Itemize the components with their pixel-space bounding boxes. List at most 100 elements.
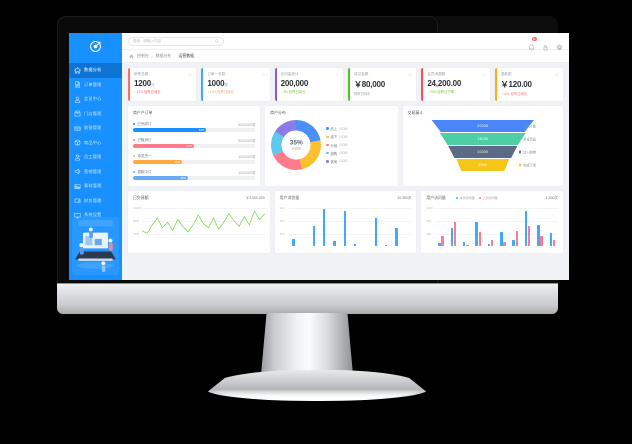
bell-icon	[528, 43, 535, 50]
cash-icon	[74, 126, 81, 131]
bar-1-1	[453, 222, 457, 246]
legend-label: 本周访问量	[459, 196, 475, 200]
bar-0-8	[537, 225, 540, 246]
dashboard-app: 数据分析订单管理 会员中心门店管理收银管理 商品中心 员工管理 营销管理 素材管理 财务管理…	[69, 33, 569, 280]
sidebar-item-0[interactable]: 数据分析	[69, 63, 122, 78]
stat-subtext: 较昨日持平	[353, 92, 371, 96]
gridline	[288, 221, 412, 222]
panel-row: 商户户订单 已完成订 600/1000笔 60% 已取消订 500/1000笔 50% 待发…	[128, 106, 563, 186]
stat-card-3[interactable]: 成交金额 ￥80,000 较昨日持平	[347, 68, 417, 101]
bar-0-3	[323, 208, 326, 246]
donut-legend-item-2[interactable]: 分销 10000	[326, 143, 348, 148]
y-tick-label: 800	[426, 219, 432, 223]
bar-1-4	[490, 239, 494, 246]
gridline	[435, 208, 559, 209]
chart-legend-item-1[interactable]: 上周访问量	[478, 196, 498, 200]
sidebar-item-9[interactable]: 财务管理	[69, 194, 122, 209]
sidebar-item-label: 数据分析	[84, 67, 102, 73]
chart-annotation: ￥3,900,000	[245, 195, 265, 200]
sidebar-item-6[interactable]: 员工管理	[69, 150, 122, 165]
funnel-stage-3[interactable]: 5000	[456, 159, 510, 171]
legend-value: 10000	[339, 151, 348, 156]
donut-chart[interactable]: 35% 完成率	[270, 119, 322, 171]
stat-top: 成交金额	[354, 72, 412, 77]
progress-value: 400/1000笔	[238, 170, 256, 175]
stat-card-0[interactable]: 销售总额 1200元 ↑ 13% 较昨日增长	[128, 68, 197, 101]
sidebar-item-7[interactable]: 营销管理	[69, 165, 122, 180]
donut-legend-item-0[interactable]: 线上 10000	[326, 126, 348, 131]
stat-card-4[interactable]: 会员消费额 24,200.00 ↓ 20% 较昨日下降	[421, 68, 490, 101]
legend-dot-icon	[326, 135, 329, 138]
sidebar-menu: 数据分析订单管理 会员中心门店管理收银管理 商品中心 员工管理 营销管理 素材管理 财务管理…	[69, 63, 122, 223]
stat-accent-bar	[347, 68, 350, 101]
stat-accent-bar	[128, 68, 130, 101]
breadcrumb-item-1[interactable]: 数据分析	[155, 53, 172, 58]
progress-head: 已完成订 600/1000笔	[133, 122, 255, 127]
legend-dot-icon	[518, 150, 522, 154]
progress-percent: 50%	[186, 144, 193, 149]
stat-top: 访问量统计	[281, 72, 339, 77]
stat-subtext: ↑ 12% 较昨日增长	[500, 92, 528, 96]
stat-value: 1000笔	[207, 79, 265, 88]
sidebar-item-label: 门店管理	[84, 110, 102, 116]
stat-title: 会员消费额	[427, 72, 446, 76]
gear-icon-button[interactable]	[556, 38, 563, 50]
home-icon	[129, 54, 134, 58]
stat-card-5[interactable]: 退款额 ￥120.00 ↑ 12% 较昨日增长	[494, 68, 563, 101]
chart-title: 日交易额	[133, 195, 149, 200]
chart-head: 用户访问量 本周访问量 上周访问量 1,300次	[426, 195, 558, 201]
bell-icon-button[interactable]: 9	[528, 36, 537, 50]
sidebar-item-4[interactable]: 收银管理	[69, 121, 122, 136]
sidebar-item-5[interactable]: 商品中心	[69, 136, 122, 151]
bar-1-0	[441, 236, 444, 246]
stat-body: 订单一总数 1000笔 ↑ 10% 较昨日增长	[203, 68, 269, 101]
progress-value: 400/1000笔	[238, 154, 256, 159]
stat-accent-bar	[201, 68, 204, 101]
progress-label-wrap: 退款中订	[133, 170, 151, 175]
funnel-stage-0[interactable]: 20000	[431, 120, 534, 132]
progress-label: 已取消订	[137, 137, 152, 142]
funnel-stage-1[interactable]: 15000	[439, 133, 526, 145]
stat-card-2[interactable]: 访问量统计 200,000 ↑ 3% 较昨日增长	[274, 68, 343, 101]
y-tick-label: 900	[279, 206, 285, 210]
donut-legend-item-1[interactable]: 线下 10000	[326, 134, 348, 139]
stat-body: 销售总额 1200元 ↑ 13% 较昨日增长	[130, 68, 196, 101]
stat-card-1[interactable]: 订单一总数 1000笔 ↑ 10% 较昨日增长	[201, 68, 270, 101]
search-input[interactable]: 搜索 : 请输入内容	[128, 36, 224, 46]
stat-value: 200,000	[281, 79, 339, 88]
lock-icon-button[interactable]	[542, 38, 549, 50]
sidebar-logo[interactable]	[69, 33, 122, 59]
breadcrumb-sep-1: /	[174, 53, 176, 59]
lock-icon	[543, 44, 548, 50]
gridline	[288, 234, 412, 235]
funnel-stage-2[interactable]: 10000	[448, 146, 518, 158]
y-tick-label: 400	[426, 232, 432, 236]
sidebar-item-1[interactable]: 订单管理	[69, 78, 122, 93]
sidebar-item-2[interactable]: 会员中心	[69, 92, 122, 107]
legend-dot-icon	[133, 138, 136, 142]
bar-group-0	[289, 204, 298, 246]
bar-0-10	[395, 228, 398, 246]
bar-group-2	[460, 204, 471, 246]
bar-group-0	[435, 204, 446, 246]
sidebar-item-3[interactable]: 门店管理	[69, 107, 122, 122]
chart-annotation: 1,300次	[545, 195, 559, 200]
bar-group-3	[472, 204, 483, 246]
gridline	[142, 234, 265, 235]
funnel-tag-label: 完成下单	[523, 163, 536, 168]
bar-group-8	[534, 204, 545, 246]
breadcrumb-item-0[interactable]: 控制台	[137, 53, 149, 58]
bar-group-9	[547, 204, 558, 246]
bar-0-9	[384, 244, 388, 246]
progress-percent: 60%	[198, 128, 205, 133]
donut-legend-item-4[interactable]: 其他 10000	[326, 159, 348, 164]
bar-group-5	[340, 204, 349, 246]
sidebar-item-10[interactable]: 系统设置	[69, 208, 122, 223]
progress-fill: 40%	[133, 160, 182, 165]
donut-legend-item-3[interactable]: 团购 10000	[326, 151, 348, 156]
wallet-icon	[74, 198, 81, 203]
bar-group-10	[392, 204, 401, 246]
sidebar-item-8[interactable]: 素材管理	[69, 179, 122, 194]
chart-legend-item-0[interactable]: 本周访问量	[455, 196, 475, 200]
